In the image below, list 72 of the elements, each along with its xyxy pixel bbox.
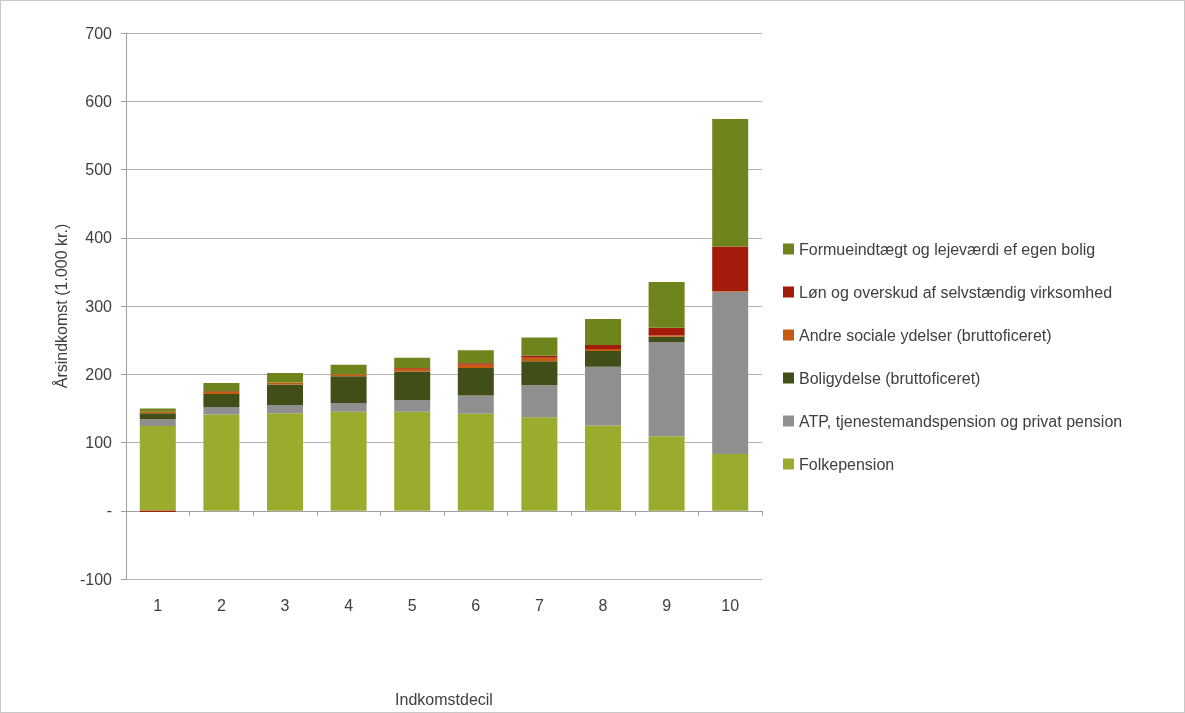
legend-label: Løn og overskud af selvstændig virksomhed xyxy=(799,283,1113,301)
bar xyxy=(648,436,685,511)
bar xyxy=(585,351,621,367)
bar xyxy=(394,371,431,401)
bar xyxy=(330,374,367,377)
bar xyxy=(585,366,621,426)
bar xyxy=(139,426,176,511)
bar xyxy=(267,382,303,385)
bar xyxy=(648,336,685,343)
bar xyxy=(648,327,685,336)
bar xyxy=(521,417,558,511)
bar xyxy=(712,291,749,455)
y-axis-title: Årsindkomst (1.000 kr.) xyxy=(51,223,70,389)
bar xyxy=(521,385,558,418)
bar xyxy=(139,419,176,427)
bar xyxy=(267,413,303,511)
legend-label: Formueindtægt og lejeværdi ef egen bolig xyxy=(799,240,1096,258)
y-tick-label: 700 xyxy=(85,24,113,42)
bar xyxy=(712,119,749,247)
bar xyxy=(203,394,240,408)
bar xyxy=(394,357,431,369)
x-tick-label: 5 xyxy=(407,596,417,614)
y-tick-label: 500 xyxy=(85,161,113,178)
bar xyxy=(139,413,176,420)
bar xyxy=(330,376,367,403)
bar xyxy=(203,414,240,511)
bar xyxy=(648,282,685,328)
legend-label: Andre sociale ydelser (bruttoficeret) xyxy=(799,326,1052,344)
y-tick-label: 400 xyxy=(85,229,113,247)
bar xyxy=(203,407,240,415)
bar xyxy=(267,384,303,405)
bar xyxy=(330,402,367,412)
bar xyxy=(267,372,303,383)
bar xyxy=(394,400,431,412)
bar xyxy=(457,395,494,414)
bar xyxy=(267,404,303,414)
bar xyxy=(521,361,558,386)
bar xyxy=(648,342,685,437)
bar xyxy=(330,364,367,375)
x-tick-label: 8 xyxy=(598,596,608,614)
bar xyxy=(457,413,494,511)
bar xyxy=(585,318,621,345)
x-tick-label: 7 xyxy=(534,596,544,614)
y-tick-label: - xyxy=(106,502,112,520)
bar xyxy=(585,344,621,349)
bar xyxy=(394,411,431,511)
y-tick-label: 600 xyxy=(85,92,113,110)
bar xyxy=(712,246,749,291)
x-tick-label: 2 xyxy=(216,596,226,614)
bar xyxy=(457,350,494,364)
legend-label: ATP, tjenestemandspension og privat pension xyxy=(799,412,1123,430)
y-tick-label: 300 xyxy=(85,297,113,315)
bar xyxy=(585,425,621,511)
bar xyxy=(712,454,749,511)
y-tick-label: 200 xyxy=(85,365,113,383)
x-tick-label: 10 xyxy=(721,596,740,614)
x-tick-label: 6 xyxy=(471,596,481,614)
x-tick-label: 4 xyxy=(344,596,354,614)
x-tick-label: 1 xyxy=(153,596,163,614)
y-tick-label: 100 xyxy=(85,434,113,451)
x-tick-label: 3 xyxy=(280,596,290,614)
y-tick-label: -100 xyxy=(79,570,113,588)
bar xyxy=(521,337,558,356)
bar xyxy=(457,368,494,396)
bar xyxy=(521,355,558,358)
bar xyxy=(330,411,367,511)
legend-label: Boligydelse (bruttoficeret) xyxy=(799,369,981,387)
x-tick-label: 9 xyxy=(662,596,672,614)
bar xyxy=(203,383,240,392)
bar xyxy=(585,349,621,352)
x-axis-title: Indkomstdecil xyxy=(395,690,493,708)
legend-label: Folkepension xyxy=(799,455,895,473)
